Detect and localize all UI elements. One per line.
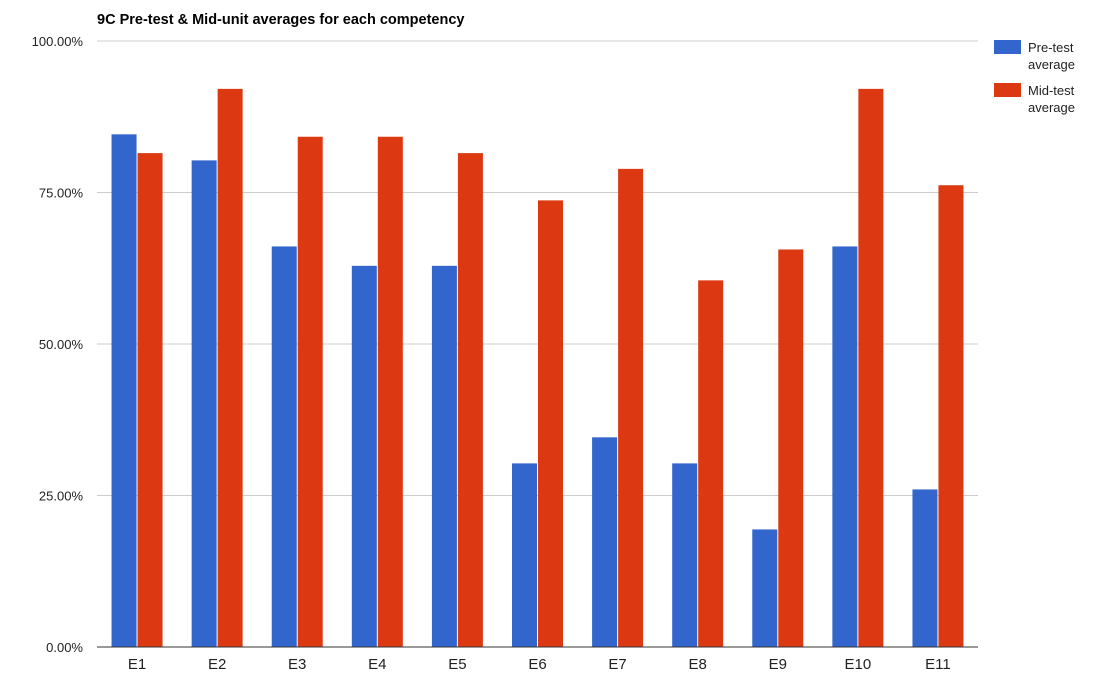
bar-e1-series-2 — [137, 153, 163, 648]
bar-e7-series-2 — [618, 168, 644, 647]
chart-title: 9C Pre-test & Mid-unit averages for each… — [97, 12, 464, 28]
bar-e5-series-2 — [457, 153, 483, 648]
legend-label-series-1: average — [1028, 57, 1075, 72]
bar-e2-series-2 — [217, 88, 243, 647]
bar-e11-series-2 — [938, 185, 964, 647]
x-tick-label: E8 — [689, 656, 707, 673]
legend-swatch-series-2 — [994, 83, 1021, 97]
y-tick-label: 25.00% — [39, 489, 84, 504]
bar-e3-series-2 — [297, 136, 323, 648]
bar-e11-series-1 — [912, 489, 938, 647]
bar-e1-series-1 — [111, 134, 137, 648]
legend-swatch-series-1 — [994, 40, 1021, 54]
x-tick-label: E9 — [769, 656, 787, 673]
x-tick-label: E7 — [608, 656, 626, 673]
bar-e5-series-1 — [431, 265, 457, 647]
x-tick-label: E2 — [208, 656, 226, 673]
y-axis-ticks: 0.00% 25.00% 50.00% 75.00% 100.00% — [32, 34, 84, 655]
bar-e9-series-2 — [778, 249, 804, 648]
bar-e6-series-2 — [538, 200, 563, 648]
y-tick-label: 100.00% — [32, 34, 84, 49]
gridlines — [97, 40, 978, 496]
bar-e4-series-1 — [351, 265, 377, 647]
legend: Pre-test average Mid-test average — [994, 40, 1075, 115]
bar-e9-series-1 — [752, 529, 778, 647]
legend-label-series-2: Mid-test — [1028, 83, 1075, 98]
bar-e8-series-1 — [672, 463, 698, 647]
x-tick-label: E11 — [925, 656, 951, 673]
x-tick-label: E10 — [845, 656, 872, 673]
x-tick-label: E4 — [368, 656, 386, 673]
y-tick-label: 0.00% — [46, 640, 83, 655]
bar-e3-series-1 — [271, 246, 297, 647]
bar-e2-series-1 — [191, 160, 217, 647]
bar-e6-series-1 — [512, 463, 537, 647]
y-tick-label: 50.00% — [39, 337, 84, 352]
legend-label-series-2: average — [1028, 100, 1075, 115]
x-tick-label: E1 — [128, 656, 146, 673]
bar-e7-series-1 — [592, 437, 618, 647]
bar-e10-series-1 — [832, 246, 858, 647]
x-axis-ticks: E1 E2 E3 E4 E5 E6 E7 E8 E9 E10 E11 — [128, 656, 951, 673]
x-tick-label: E3 — [288, 656, 306, 673]
x-tick-label: E6 — [528, 656, 546, 673]
legend-label-series-1: Pre-test — [1028, 40, 1074, 55]
bar-e8-series-2 — [698, 280, 724, 647]
bar-e4-series-2 — [377, 136, 403, 648]
bars — [111, 88, 964, 648]
y-tick-label: 75.00% — [39, 186, 84, 201]
x-tick-label: E5 — [448, 656, 466, 673]
bar-e10-series-2 — [858, 88, 884, 647]
